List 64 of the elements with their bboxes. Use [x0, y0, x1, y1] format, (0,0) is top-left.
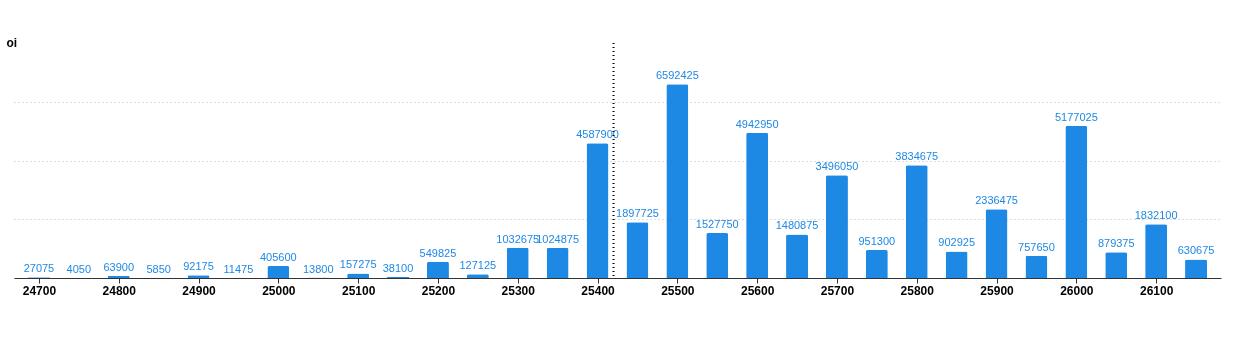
data-label: 879375	[1097, 237, 1135, 250]
data-label: 13800	[302, 262, 334, 275]
bar	[865, 250, 888, 278]
data-label: 630675	[1177, 244, 1215, 257]
data-label: 4587900	[576, 128, 619, 141]
data-label: 1480875	[775, 219, 819, 232]
data-label: 63900	[103, 261, 135, 274]
bar	[1145, 224, 1168, 278]
x-tick-label: 25000	[262, 283, 296, 298]
bar	[586, 143, 609, 278]
data-label: 902925	[938, 236, 976, 249]
data-label: 4050	[66, 262, 92, 275]
bar	[666, 84, 689, 278]
bar	[786, 234, 809, 278]
data-label: 5177025	[1054, 110, 1098, 123]
bar	[825, 175, 848, 278]
data-label: 127125	[459, 259, 497, 272]
bar	[945, 251, 968, 278]
bar	[1065, 125, 1088, 278]
bar	[267, 266, 290, 278]
x-tick-label: 25400	[581, 283, 616, 298]
bar	[546, 247, 569, 278]
data-label: 6592425	[655, 69, 699, 82]
data-label: 4942950	[735, 117, 779, 130]
x-tick-label: 26100	[1139, 283, 1174, 298]
x-tick-label: 25100	[341, 283, 376, 298]
data-label: 1832100	[1134, 209, 1178, 222]
data-label: 3496050	[815, 160, 859, 173]
data-label: 405600	[259, 251, 297, 264]
bar	[426, 261, 449, 278]
x-tick-label: 25500	[661, 283, 695, 298]
data-label: 92175	[183, 260, 214, 273]
x-tick-label: 26000	[1060, 283, 1094, 298]
bar	[506, 247, 529, 278]
bar	[626, 222, 649, 278]
x-tick-label: 25900	[980, 283, 1015, 298]
bar	[1105, 252, 1128, 278]
data-label: 1527750	[695, 218, 739, 231]
data-label: 27075	[23, 262, 55, 275]
data-label: 1897725	[616, 207, 659, 220]
bar	[1025, 255, 1048, 278]
data-label: 157275	[339, 258, 377, 271]
x-tick-label: 25700	[820, 283, 855, 298]
x-tick-label: 25200	[421, 283, 456, 298]
y-axis-title: oi	[6, 35, 18, 50]
x-tick-label: 25800	[900, 283, 935, 298]
x-tick-label: 24700	[22, 283, 57, 298]
data-label: 3834675	[895, 150, 939, 163]
bar	[706, 233, 729, 278]
bar	[746, 132, 769, 278]
x-tick-label: 24900	[182, 283, 217, 298]
x-tick-label: 25600	[740, 283, 775, 298]
bar	[985, 209, 1008, 278]
bar	[1185, 259, 1208, 278]
data-label: 38100	[382, 261, 414, 274]
data-label: 549825	[419, 246, 457, 259]
data-label: 5850	[146, 262, 171, 275]
bar	[905, 165, 928, 278]
x-tick-label: 25300	[501, 283, 536, 298]
x-tick-label: 24800	[102, 283, 137, 298]
data-label: 951300	[858, 235, 896, 248]
data-label: 757650	[1018, 240, 1055, 253]
data-label: 11475	[223, 262, 254, 275]
data-label: 2336475	[975, 194, 1018, 207]
